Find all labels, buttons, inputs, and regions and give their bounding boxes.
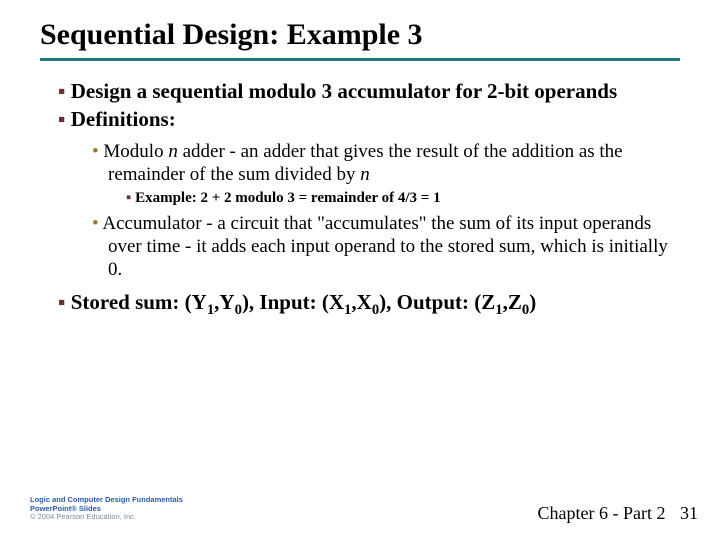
bullet-text: Design a sequential modulo 3 accumulator… [71, 79, 617, 103]
bullet-modulo-def: • Modulo n adder - an adder that gives t… [92, 140, 680, 186]
page-number: 31 [680, 503, 698, 523]
bullet-text: Definitions: [71, 107, 176, 131]
title-rule [40, 58, 680, 61]
slide-title: Sequential Design: Example 3 [40, 18, 680, 52]
bullet-text: Modulo n adder - an adder that gives the… [103, 141, 622, 185]
square-bullet-icon: ▪ [126, 190, 131, 206]
square-bullet-icon: ▪ [58, 107, 65, 131]
square-bullet-icon: ▪ [58, 79, 65, 103]
dot-bullet-icon: • [92, 141, 99, 162]
slide: Sequential Design: Example 3 ▪ Design a … [0, 0, 720, 540]
square-bullet-icon: ▪ [58, 290, 65, 314]
bullet-stored-sum: ▪ Stored sum: (Y1,Y0), Input: (X1,X0), O… [58, 290, 680, 316]
bullet-text: Accumulator - a circuit that "accumulate… [102, 213, 668, 280]
footer-right: Chapter 6 - Part 2 31 [538, 503, 698, 524]
bullet-text: Stored sum: (Y1,Y0), Input: (X1,X0), Out… [71, 290, 537, 314]
bullet-accumulator-def: • Accumulator - a circuit that "accumula… [92, 212, 680, 282]
bullet-design: ▪ Design a sequential modulo 3 accumulat… [58, 79, 680, 105]
bullet-definitions: ▪ Definitions: [58, 107, 680, 133]
chapter-label: Chapter 6 - Part 2 [538, 503, 666, 523]
bullet-example: ▪ Example: 2 + 2 modulo 3 = remainder of… [126, 189, 680, 209]
footer-line3: © 2004 Pearson Education, Inc. [30, 513, 183, 522]
footer-logo: Logic and Computer Design Fundamentals P… [30, 496, 183, 522]
dot-bullet-icon: • [92, 213, 99, 234]
bullet-text: Example: 2 + 2 modulo 3 = remainder of 4… [135, 190, 441, 206]
